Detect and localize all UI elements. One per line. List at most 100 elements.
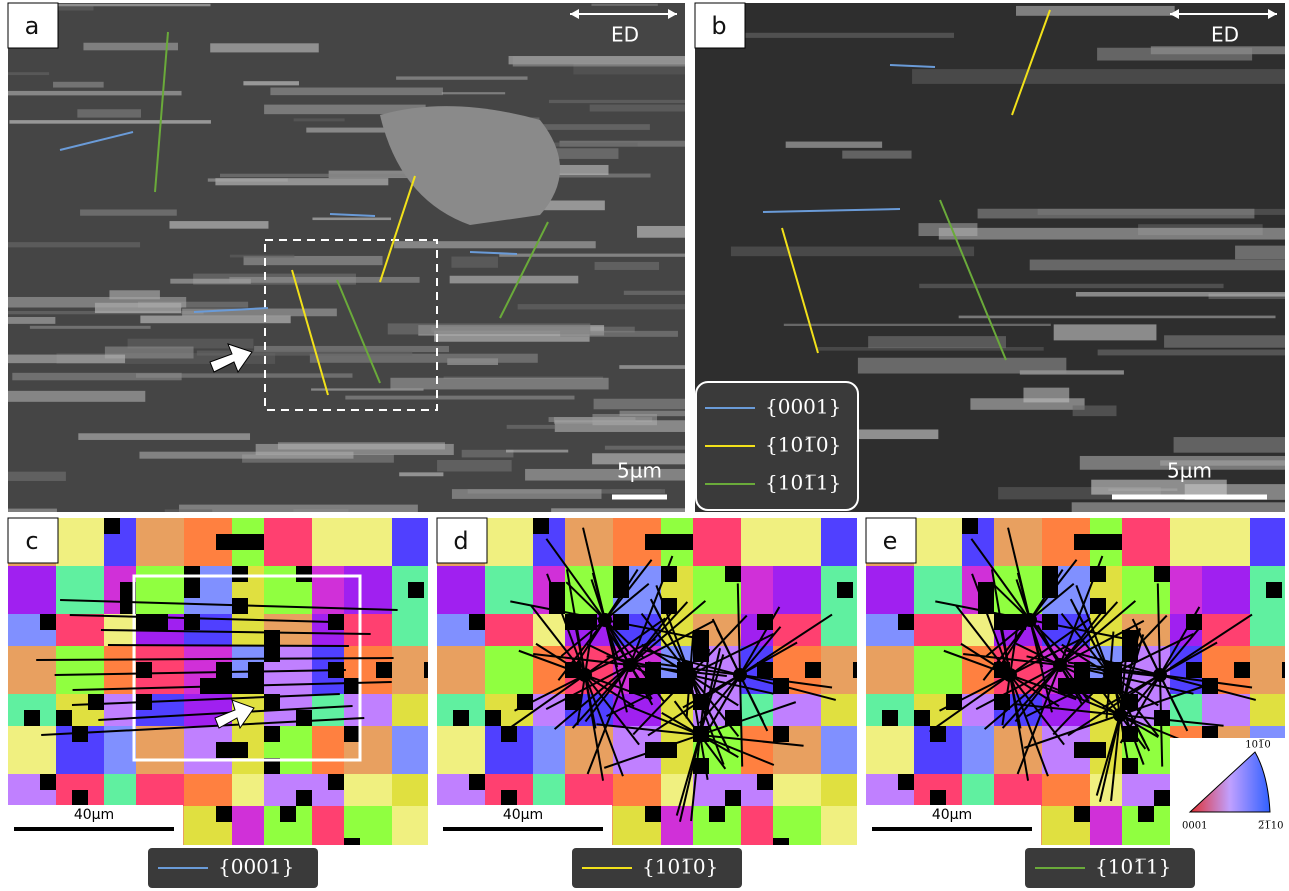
ebsd-pixel (1106, 790, 1122, 806)
ebsd-pixel (1138, 790, 1154, 806)
ebsd-pixel (469, 758, 485, 774)
ebsd-pixel (837, 550, 853, 566)
ebsd-pixel (1074, 518, 1090, 534)
ebsd-pixel (1090, 518, 1106, 534)
ebsd-pixel (408, 534, 424, 550)
ebsd-pixel (1170, 566, 1186, 582)
ebsd-pixel (232, 806, 248, 822)
ebsd-pixel (1106, 806, 1122, 822)
ipf-label: 2̅1̅10 (1258, 821, 1283, 832)
ebsd-pixel (962, 550, 978, 566)
ebsd-pixel (837, 790, 853, 806)
lamella (506, 450, 568, 453)
ebsd-pixel (994, 774, 1010, 790)
ebsd-pixel (866, 598, 882, 614)
ebsd-pixel (821, 774, 837, 790)
ebsd-pixel (136, 790, 152, 806)
lamella (312, 218, 391, 221)
ebsd-pixel (866, 790, 882, 806)
ebsd-pixel (344, 678, 360, 694)
ebsd-pixel (645, 534, 661, 550)
ebsd-pixel (392, 646, 408, 662)
ebsd-pixel (1234, 534, 1250, 550)
ebsd-pixel (376, 758, 392, 774)
ebsd-pixel (1058, 822, 1074, 838)
ebsd-pixel (1138, 518, 1154, 534)
ebsd-pixel (437, 614, 453, 630)
ebsd-pixel (1138, 758, 1154, 774)
panel-label: c (25, 527, 38, 555)
ebsd-pixel (360, 790, 376, 806)
ebsd-pixel (104, 742, 120, 758)
ebsd-pixel (200, 774, 216, 790)
ebsd-pixel (898, 710, 914, 726)
ebsd-pixel (376, 694, 392, 710)
ebsd-pixel (344, 566, 360, 582)
ebsd-pixel (40, 662, 56, 678)
ebsd-pixel (264, 566, 280, 582)
ebsd-pixel (661, 726, 677, 742)
ebsd-pixel (469, 630, 485, 646)
ebsd-pixel (40, 694, 56, 710)
ebsd-pixel (821, 582, 837, 598)
ebsd-pixel (789, 550, 805, 566)
ebsd-pixel (344, 806, 360, 822)
ebsd-pixel (360, 806, 376, 822)
ebsd-pixel (328, 790, 344, 806)
ebsd-pixel (72, 534, 88, 550)
ebsd-pixel (216, 518, 232, 534)
ebsd-pixel (437, 598, 453, 614)
ebsd-pixel (392, 806, 408, 822)
ebsd-pixel (517, 614, 533, 630)
ebsd-pixel (1218, 710, 1234, 726)
ebsd-pixel (866, 742, 882, 758)
ebsd-pixel (184, 742, 200, 758)
ebsd-pixel (789, 710, 805, 726)
ebsd-pixel (1282, 646, 1289, 662)
ebsd-pixel (408, 598, 424, 614)
ebsd-pixel (408, 710, 424, 726)
ebsd-pixel (469, 726, 485, 742)
ebsd-pixel (629, 822, 645, 838)
ebsd-pixel (437, 742, 453, 758)
ebsd-pixel (741, 598, 757, 614)
ebsd-pixel (914, 662, 930, 678)
ebsd-pixel (645, 518, 661, 534)
ebsd-pixel (200, 550, 216, 566)
ebsd-pixel (312, 646, 328, 662)
ebsd-pixel (376, 678, 392, 694)
lamella (78, 433, 250, 440)
ebsd-pixel (1218, 598, 1234, 614)
ebsd-pixel (962, 518, 978, 534)
ebsd-pixel (882, 614, 898, 630)
ebsd-pixel (645, 774, 661, 790)
ebsd-pixel (677, 822, 693, 838)
ebsd-pixel (184, 806, 200, 822)
ebsd-pixel (837, 774, 853, 790)
ebsd-pixel (184, 710, 200, 726)
ebsd-pixel (40, 758, 56, 774)
ebsd-pixel (725, 806, 741, 822)
ebsd-pixel (376, 774, 392, 790)
ebsd-pixel (533, 582, 549, 598)
ebsd-pixel (88, 742, 104, 758)
panel-label: e (883, 527, 898, 555)
ebsd-pixel (152, 598, 168, 614)
ebsd-pixel (312, 518, 328, 534)
ebsd-pixel (312, 774, 328, 790)
scale-label: 40µm (503, 807, 543, 823)
ebsd-pixel (40, 614, 56, 630)
ebsd-pixel (821, 710, 837, 726)
lamella (0, 391, 145, 402)
ebsd-pixel (930, 710, 946, 726)
ebsd-pixel (1218, 566, 1234, 582)
ebsd-pixel (1234, 598, 1250, 614)
ebsd-pixel (88, 694, 104, 710)
lamella (912, 69, 1285, 84)
node (1153, 668, 1167, 682)
ebsd-pixel (805, 598, 821, 614)
ebsd-pixel (1106, 822, 1122, 838)
ebsd-pixel (805, 646, 821, 662)
ebsd-pixel (360, 726, 376, 742)
ebsd-pixel (40, 598, 56, 614)
